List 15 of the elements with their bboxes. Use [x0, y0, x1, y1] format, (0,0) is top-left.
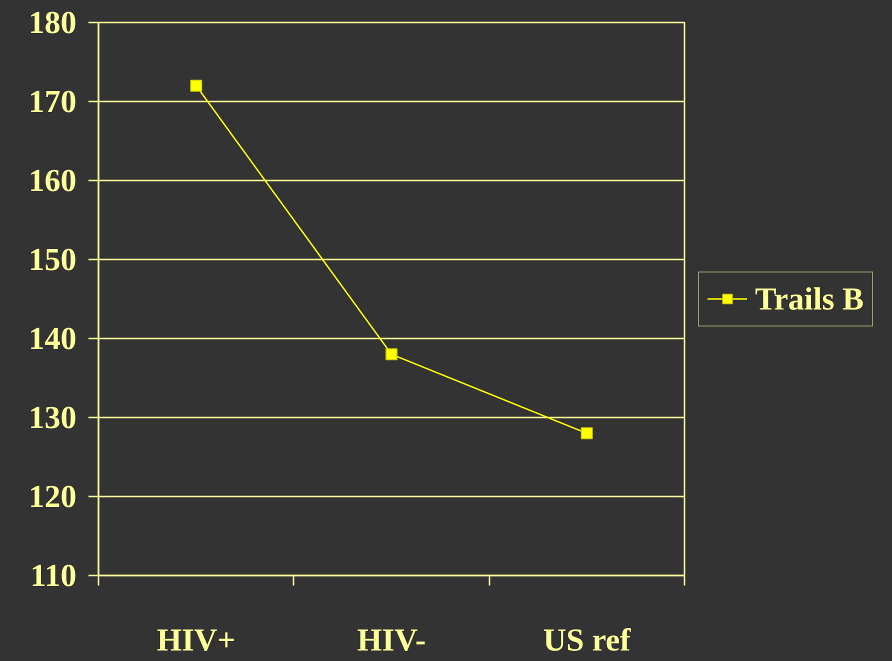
point: [386, 348, 398, 360]
point: [190, 80, 202, 92]
x-tick-label: US ref: [543, 622, 631, 658]
x-tick-label: HIV-: [357, 622, 426, 658]
y-tick-label: 140: [28, 320, 76, 356]
y-tick-label: 180: [28, 4, 76, 40]
y-tick-label: 160: [28, 162, 76, 198]
y-tick-label: 120: [28, 478, 76, 514]
y-tick-label: 170: [28, 83, 76, 119]
legend-label: Trails B: [755, 280, 864, 317]
x-tick-label: HIV+: [156, 622, 236, 658]
y-tick-label: 130: [28, 399, 76, 435]
y-tick-label: 110: [30, 557, 76, 593]
point: [580, 427, 593, 440]
y-tick-label: 150: [28, 241, 76, 277]
